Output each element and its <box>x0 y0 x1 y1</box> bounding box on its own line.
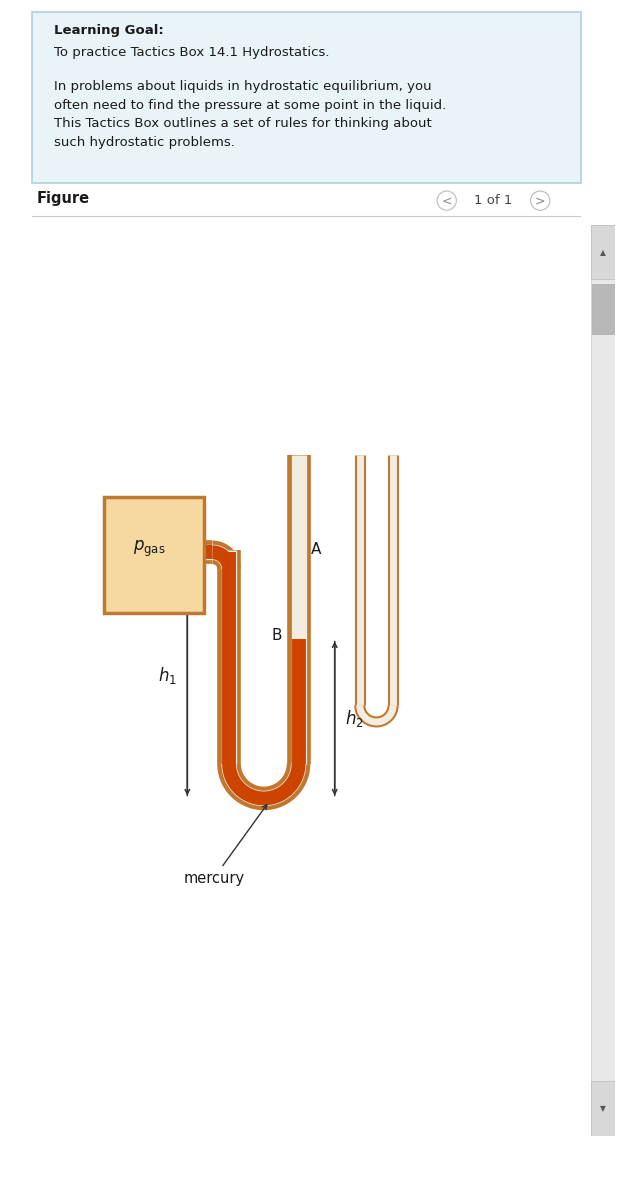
Text: $h_2$: $h_2$ <box>344 707 363 729</box>
FancyBboxPatch shape <box>32 12 581 183</box>
Text: ▲: ▲ <box>600 247 606 257</box>
Text: A: A <box>311 542 321 557</box>
Text: B: B <box>271 628 282 644</box>
Text: In problems about liquids in hydrostatic equilibrium, you
often need to find the: In problems about liquids in hydrostatic… <box>54 80 446 149</box>
Text: $\it{p}_{\rm gas}$: $\it{p}_{\rm gas}$ <box>133 539 165 560</box>
Text: 1 of 1: 1 of 1 <box>474 194 513 207</box>
Text: To practice Tactics Box 14.1 Hydrostatics.: To practice Tactics Box 14.1 Hydrostatic… <box>54 46 329 59</box>
Bar <box>591 1081 615 1136</box>
Text: <: < <box>442 194 452 207</box>
FancyBboxPatch shape <box>104 497 204 614</box>
Text: ▼: ▼ <box>600 1104 606 1113</box>
Bar <box>592 284 614 334</box>
Text: Learning Goal:: Learning Goal: <box>54 24 163 37</box>
Bar <box>591 225 615 279</box>
Text: >: > <box>535 194 545 207</box>
Text: mercury: mercury <box>183 804 267 886</box>
Text: Figure: Figure <box>37 192 90 207</box>
Text: $h_1$: $h_1$ <box>159 665 178 686</box>
